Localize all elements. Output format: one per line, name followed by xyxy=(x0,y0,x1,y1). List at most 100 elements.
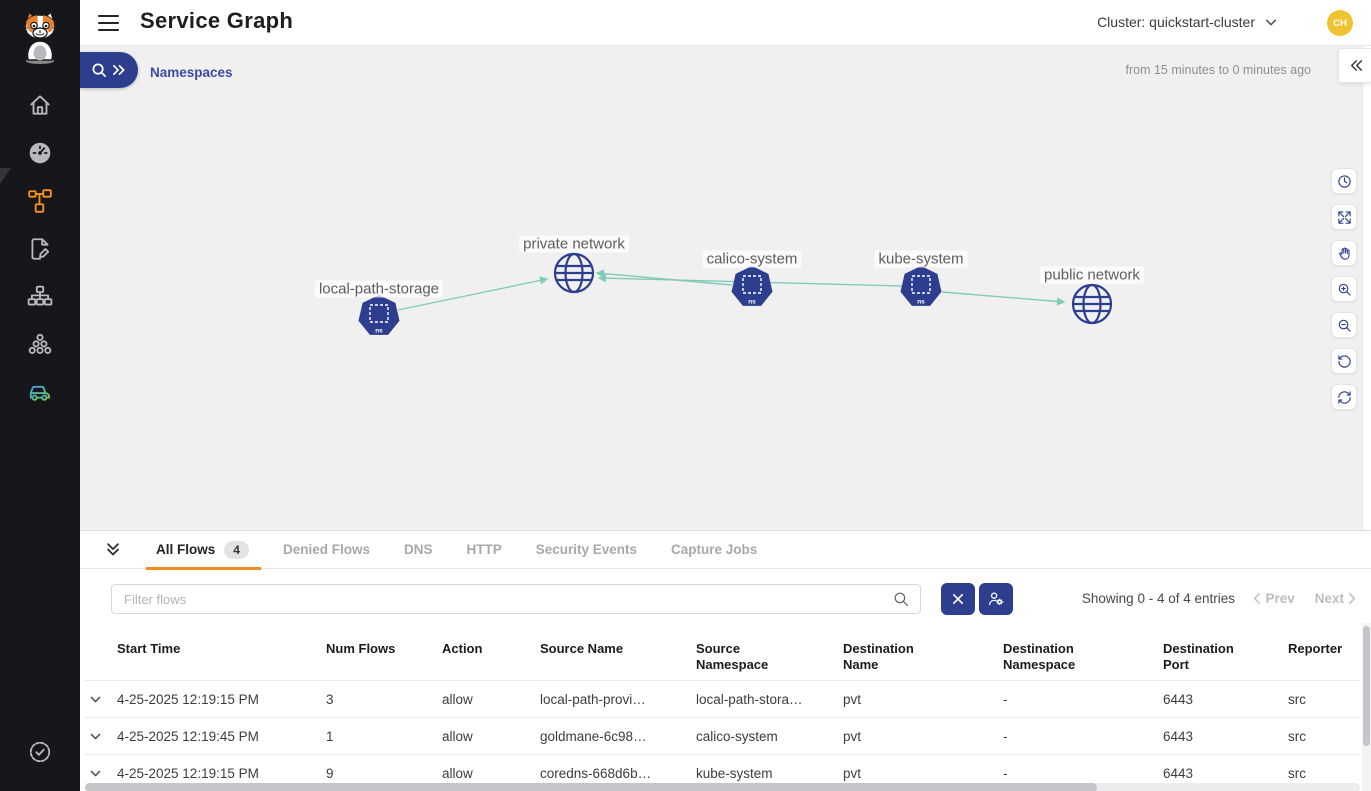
svg-text:ns: ns xyxy=(375,328,383,335)
node-label: calico-system xyxy=(702,250,802,268)
column-header: Source Namespace xyxy=(696,641,769,672)
topbar: Service Graph Cluster: quickstart-cluste… xyxy=(80,0,1371,46)
graph-search-button[interactable] xyxy=(80,52,138,88)
namespace-node-icon: ns xyxy=(358,295,400,335)
tab-security-events[interactable]: Security Events xyxy=(535,542,638,557)
menu-toggle-button[interactable] xyxy=(98,13,119,33)
refresh-button[interactable] xyxy=(1331,384,1357,410)
flows-panel: All Flows 4 Denied Flows DNS HTTP Securi… xyxy=(80,530,1371,791)
network-topology-icon xyxy=(27,285,53,306)
namespace-node-icon: ns xyxy=(900,266,942,306)
horizontal-scrollbar-thumb[interactable] xyxy=(85,783,1097,791)
collapse-panel-button[interactable] xyxy=(104,541,122,559)
sidebar-item-verified[interactable] xyxy=(27,739,53,765)
sidebar xyxy=(0,0,80,791)
avatar[interactable]: CH xyxy=(1327,10,1353,36)
node-local-path-storage[interactable]: ns xyxy=(357,294,401,347)
sidebar-item-service-graph[interactable] xyxy=(27,188,53,214)
node-kube-system[interactable]: ns xyxy=(899,265,943,318)
cluster-icon xyxy=(28,333,52,354)
service-graph-canvas[interactable]: Namespaces from 15 minutes to 0 minutes … xyxy=(80,46,1371,530)
home-icon xyxy=(30,95,50,115)
tab-dns[interactable]: DNS xyxy=(403,542,433,557)
zoom-in-button[interactable] xyxy=(1331,276,1357,302)
pagination: Prev Next xyxy=(1252,591,1357,606)
entries-count-label: Showing 0 - 4 of 4 entries xyxy=(1081,591,1235,606)
namespace-node-icon: ns xyxy=(731,266,773,306)
node-label: local-path-storage xyxy=(314,280,444,298)
undo-layout-button[interactable] xyxy=(1331,348,1357,374)
user-gear-icon xyxy=(988,592,1004,606)
policies-icon xyxy=(31,238,50,260)
pan-hand-icon xyxy=(1338,246,1350,260)
flows-tab-bar: All Flows 4 Denied Flows DNS HTTP Securi… xyxy=(80,531,1371,570)
zoom-out-button[interactable] xyxy=(1331,312,1357,338)
time-range-label: from 15 minutes to 0 minutes ago xyxy=(1125,63,1311,77)
clock-icon xyxy=(1337,174,1351,188)
double-chevron-down-icon xyxy=(107,542,119,555)
svg-text:ns: ns xyxy=(748,299,756,306)
horizontal-scrollbar[interactable] xyxy=(85,783,1360,791)
node-label: kube-system xyxy=(874,250,968,268)
car-icon xyxy=(29,385,51,401)
close-icon xyxy=(952,593,964,605)
next-page-button[interactable]: Next xyxy=(1315,591,1357,606)
chevron-down-icon xyxy=(90,770,101,776)
column-header: Start Time xyxy=(117,641,181,656)
page-title: Service Graph xyxy=(140,8,294,33)
node-calico-system[interactable]: ns xyxy=(730,265,774,318)
chevron-down-icon xyxy=(90,696,101,702)
sidebar-item-cluster[interactable] xyxy=(27,332,53,358)
expand-row-button[interactable] xyxy=(85,755,117,791)
chevron-left-icon xyxy=(1254,592,1261,605)
chevron-right-icon xyxy=(1349,592,1356,605)
pan-button[interactable] xyxy=(1331,240,1357,266)
column-header: Reporter xyxy=(1288,641,1343,656)
column-header: Action xyxy=(442,641,483,656)
column-header: Source Name xyxy=(540,641,624,656)
prev-page-button[interactable]: Prev xyxy=(1252,591,1295,606)
expand-icon xyxy=(1337,210,1351,224)
table-row[interactable]: 4-25-2025 12:19:15 PM 9 allow coredns-66… xyxy=(85,755,1360,791)
search-icon xyxy=(893,591,909,607)
column-header: Destination Name xyxy=(843,641,914,672)
filter-flows-input[interactable] xyxy=(111,584,921,614)
graph-edges xyxy=(397,269,1066,311)
node-private-network[interactable] xyxy=(552,251,596,300)
service-graph-icon xyxy=(28,189,52,213)
table-row[interactable]: 4-25-2025 12:19:15 PM 3 allow local-path… xyxy=(85,681,1360,718)
tab-http[interactable]: HTTP xyxy=(466,542,502,557)
tab-capture-jobs[interactable]: Capture Jobs xyxy=(671,542,758,557)
sidebar-item-policies[interactable] xyxy=(27,236,53,262)
column-header: Num Flows xyxy=(326,641,396,656)
customize-columns-button[interactable] xyxy=(979,583,1013,615)
time-settings-button[interactable] xyxy=(1331,168,1357,194)
chevron-down-icon xyxy=(90,733,101,739)
zoom-out-icon xyxy=(1338,319,1351,332)
double-chevron-right-icon xyxy=(113,64,125,76)
network-globe-icon xyxy=(1071,283,1113,325)
undo-icon xyxy=(1337,354,1351,368)
clear-filter-button[interactable] xyxy=(941,583,975,615)
tab-denied-flows[interactable]: Denied Flows xyxy=(282,542,370,557)
breadcrumb-namespaces[interactable]: Namespaces xyxy=(150,65,233,80)
expand-row-button[interactable] xyxy=(85,718,117,754)
fit-screen-button[interactable] xyxy=(1331,204,1357,230)
expand-row-button[interactable] xyxy=(85,681,117,717)
zoom-in-icon xyxy=(1338,283,1351,296)
sidebar-item-dashboard[interactable] xyxy=(27,140,53,166)
sidebar-item-home[interactable] xyxy=(27,92,53,118)
cluster-label: Cluster: quickstart-cluster xyxy=(1097,14,1255,30)
node-public-network[interactable] xyxy=(1070,282,1114,331)
expand-panel-button[interactable] xyxy=(1338,48,1371,83)
sidebar-item-network[interactable] xyxy=(27,284,53,310)
table-row[interactable]: 4-25-2025 12:19:45 PM 1 allow goldmane-6… xyxy=(85,718,1360,755)
flow-count-badge: 4 xyxy=(224,540,249,559)
tab-all-flows[interactable]: All Flows 4 xyxy=(146,531,261,570)
cluster-selector[interactable]: Cluster: quickstart-cluster xyxy=(1097,14,1277,30)
sidebar-item-car[interactable] xyxy=(27,379,53,405)
verified-badge-icon xyxy=(29,741,51,763)
active-item-notch xyxy=(0,168,11,184)
vertical-scrollbar-thumb[interactable] xyxy=(1363,626,1370,746)
